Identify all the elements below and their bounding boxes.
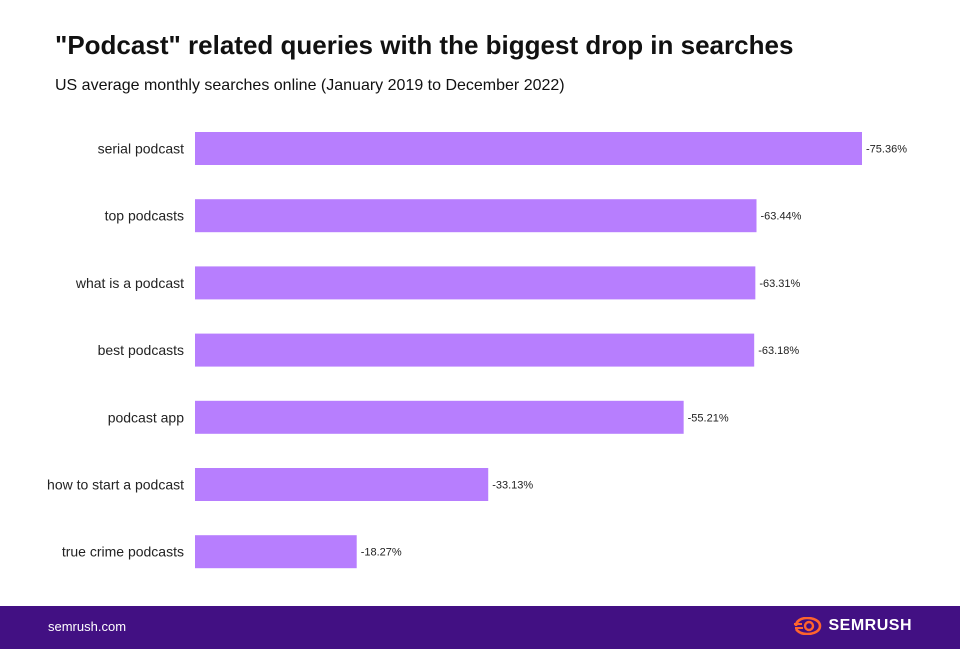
data-label: -63.18% xyxy=(758,345,799,357)
category-label: how to start a podcast xyxy=(47,477,184,493)
footer-url[interactable]: semrush.com xyxy=(48,619,127,634)
category-label: best podcasts xyxy=(98,342,184,358)
bar xyxy=(195,400,684,434)
bar xyxy=(195,132,862,165)
category-label: true crime podcasts xyxy=(62,544,184,560)
brand-wordmark: SEMRUSH xyxy=(828,617,912,634)
chart-subtitle: US average monthly searches online (Janu… xyxy=(55,77,565,94)
semrush-logo-icon xyxy=(794,617,822,635)
category-label: what is a podcast xyxy=(75,275,184,291)
bar xyxy=(195,535,357,569)
category-label: top podcasts xyxy=(105,208,184,224)
data-label: -55.21% xyxy=(688,412,729,424)
bar xyxy=(195,468,489,501)
bar xyxy=(195,199,757,233)
bar xyxy=(195,266,756,300)
category-label: podcast app xyxy=(108,409,184,425)
brand-logo: SEMRUSH xyxy=(794,617,912,635)
category-label: serial podcast xyxy=(98,141,184,157)
data-label: -33.13% xyxy=(492,480,533,492)
bar xyxy=(195,333,755,367)
bar-chart-svg: serial podcast -75.36% top podcasts -63.44%… xyxy=(47,132,907,569)
bar-chart: serial podcast -75.36% top podcasts -63.44%… xyxy=(0,110,960,590)
chart-title: "Podcast" related queries with the bigge… xyxy=(55,30,794,60)
data-label: -75.36% xyxy=(866,144,907,156)
data-label: -63.44% xyxy=(760,211,801,223)
footer-bar: semrush.com SEMRUSH xyxy=(0,606,960,649)
data-label: -18.27% xyxy=(361,547,402,559)
data-label: -63.31% xyxy=(759,278,800,290)
